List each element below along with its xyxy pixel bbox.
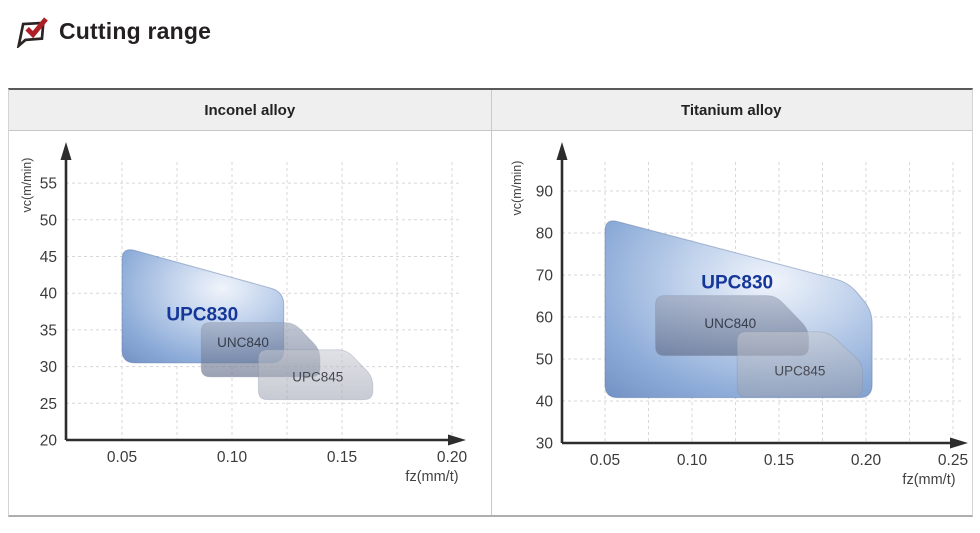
region-label-upc830: UPC830 <box>166 305 238 326</box>
inconel-cutting-range-chart: 20 25 30 35 40 45 50 55 0.05 0.10 0.15 0.20 vc(m/min… <box>20 142 468 485</box>
y-axis-arrow <box>556 142 568 160</box>
region-label-unc840: UNC840 <box>704 316 756 331</box>
header-inconel-alloy: Inconel alloy <box>204 101 296 119</box>
y-tick-label: 45 <box>40 249 57 266</box>
region-upc845 <box>257 349 374 401</box>
y-tick-label: 50 <box>536 352 554 369</box>
x-tick-label: 0.20 <box>437 449 468 466</box>
header-titanium-alloy: Titanium alloy <box>680 101 782 119</box>
x-tick-label: 0.15 <box>764 452 794 469</box>
x-tick-label: 0.20 <box>851 452 882 469</box>
checkbox-outline <box>16 21 45 48</box>
x-tick-label: 0.05 <box>590 452 620 469</box>
y-axis-title: vc(m/min) <box>510 161 524 216</box>
region-label-upc830: UPC830 <box>701 272 773 293</box>
region-label-upc845: UPC845 <box>292 369 343 384</box>
check-mark-icon <box>25 17 48 39</box>
y-tick-label: 25 <box>40 396 57 413</box>
x-tick-label: 0.05 <box>107 449 137 466</box>
x-axis-arrow <box>448 434 466 446</box>
section-title: Cutting range <box>16 14 211 48</box>
x-tick-label: 0.15 <box>327 449 357 466</box>
panel-divider <box>490 90 492 515</box>
checked-box-icon <box>16 17 48 48</box>
y-tick-label: 30 <box>40 359 58 376</box>
y-tick-label: 80 <box>536 226 554 243</box>
y-tick-label: 40 <box>536 394 554 411</box>
region-label-upc845: UPC845 <box>774 363 825 378</box>
comparison-table: Inconel alloy Titanium alloy <box>8 88 973 517</box>
y-tick-label: 60 <box>536 310 554 327</box>
x-tick-label: 0.10 <box>217 449 248 466</box>
y-axis-arrow <box>60 142 72 160</box>
x-tick-label: 0.10 <box>677 452 708 469</box>
y-tick-label: 70 <box>536 268 554 285</box>
y-tick-label: 55 <box>40 176 57 193</box>
y-tick-label: 90 <box>536 184 554 201</box>
x-axis-title: fz(mm/t) <box>902 472 955 488</box>
y-tick-label: 50 <box>40 212 58 229</box>
y-tick-label: 35 <box>40 322 57 339</box>
page-title: Cutting range <box>59 17 212 44</box>
titanium-cutting-range-chart: 30 40 50 60 70 80 90 0.05 0.10 0.15 0.20 0.25 vc(m/m… <box>510 142 968 488</box>
y-tick-label: 40 <box>40 286 58 303</box>
region-upc845 <box>736 331 863 398</box>
x-axis-arrow <box>950 437 968 449</box>
y-axis-title: vc(m/min) <box>20 158 34 213</box>
x-axis-title: fz(mm/t) <box>405 469 458 485</box>
region-label-unc840: UNC840 <box>217 335 269 350</box>
y-tick-label: 20 <box>40 433 58 450</box>
y-tick-label: 30 <box>536 436 554 453</box>
x-tick-label: 0.25 <box>938 452 968 469</box>
